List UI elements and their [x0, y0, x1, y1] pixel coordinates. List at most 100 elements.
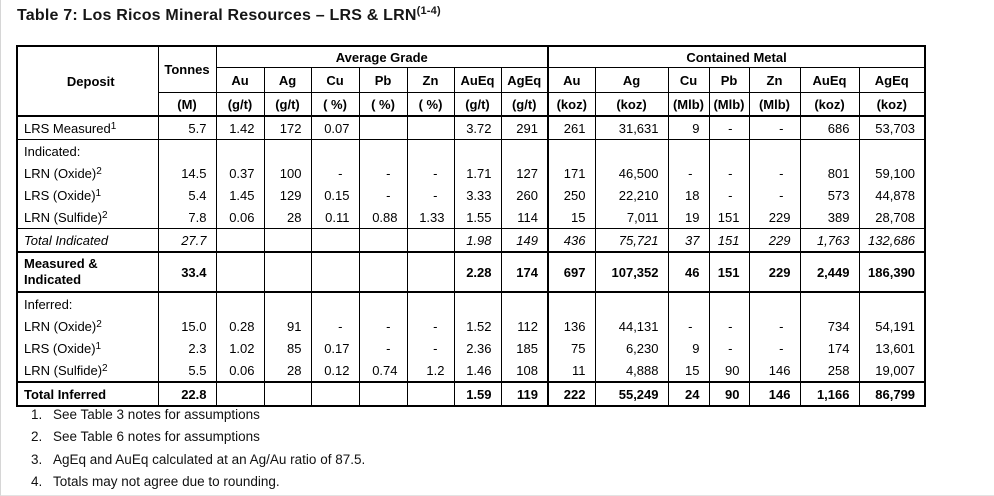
table-cell: 107,352: [594, 252, 669, 293]
table-cell: [799, 139, 860, 162]
table-cell: 100: [263, 162, 312, 184]
deposit-label: LRN (Oxide)2: [16, 315, 159, 337]
table-cell: 146: [748, 359, 801, 382]
table-cell: [406, 381, 455, 406]
col-unit-au-metal: (koz): [547, 92, 596, 117]
footnote-number: 1.: [31, 406, 43, 422]
table-cell: 1,763: [799, 228, 860, 253]
table-cell: -: [708, 162, 750, 184]
table-cell: [406, 228, 455, 253]
deposit-label: LRS (Oxide)1: [16, 337, 159, 359]
table-cell: [500, 292, 549, 315]
deposit-label: Total Inferred: [16, 381, 159, 406]
deposit-label: LRN (Oxide)2: [16, 162, 159, 184]
table-cell: 151: [708, 228, 750, 253]
table-cell: -: [748, 337, 801, 359]
table-cell: 0.06: [215, 359, 265, 382]
table-cell: [547, 139, 596, 162]
table-cell: -: [406, 337, 455, 359]
table-cell: [406, 292, 455, 315]
table-cell: [708, 292, 750, 315]
table-cell: 1,166: [799, 381, 860, 406]
table-cell: [358, 381, 408, 406]
table-cell: [157, 292, 217, 315]
table-cell: -: [708, 337, 750, 359]
table-cell: 260: [500, 184, 549, 206]
table-cell: 697: [547, 252, 596, 293]
table-cell: 1.55: [453, 206, 502, 229]
table-cell: -: [310, 162, 360, 184]
table-cell: 1.98: [453, 228, 502, 253]
table-cell: 171: [547, 162, 596, 184]
table-cell: 28: [263, 206, 312, 229]
table-cell: 44,878: [858, 184, 926, 206]
table-cell: 250: [547, 184, 596, 206]
table-cell: 24: [667, 381, 710, 406]
table-cell: 174: [500, 252, 549, 293]
table-cell: 22,210: [594, 184, 669, 206]
table-cell: 1.33: [406, 206, 455, 229]
table-cell: [594, 139, 669, 162]
table-cell: [799, 292, 860, 315]
col-unit-ag-grade: (g/t): [263, 92, 312, 117]
col-unit-ageq-grade: (g/t): [500, 92, 549, 117]
table-cell: 1.45: [215, 184, 265, 206]
page-title-footnote-marker: (1-4): [416, 5, 441, 17]
table-cell: [667, 292, 710, 315]
table-body: LRS Measured1 5.7 1.42 172 0.07 3.72 291 261 31,…: [16, 116, 926, 406]
table-row-measured-indicated: Measured & Indicated 33.4 2.28 174 697 107,35…: [16, 252, 926, 293]
table-cell: 5.7: [157, 116, 217, 140]
table-cell: 801: [799, 162, 860, 184]
table-cell: -: [358, 337, 408, 359]
table-cell: 13,601: [858, 337, 926, 359]
table-cell: 6,230: [594, 337, 669, 359]
footnote-number: 4.: [31, 474, 43, 490]
table-cell: [667, 139, 710, 162]
table-cell: -: [310, 315, 360, 337]
table-cell: 0.74: [358, 359, 408, 382]
table-row-total-indicated: Total Indicated 27.7 1.98 149 436 75,721 37 151…: [16, 228, 926, 253]
table-header: Deposit Tonnes Average Grade Contained M…: [16, 46, 926, 117]
table-row-inferred: Inferred:: [16, 292, 926, 315]
col-header-au-grade: Au: [215, 67, 265, 93]
table-cell: 291: [500, 116, 549, 140]
table-cell: [406, 252, 455, 293]
deposit-label: LRN (Sulfide)2: [16, 206, 159, 229]
table-cell: [358, 116, 408, 140]
table-cell: 11: [547, 359, 596, 382]
table-cell: 5.5: [157, 359, 217, 382]
table-cell: 1.52: [453, 315, 502, 337]
col-header-cu-metal: Cu: [667, 67, 710, 93]
table-cell: 0.17: [310, 337, 360, 359]
group-header-contained-metal: Contained Metal: [546, 46, 926, 68]
col-header-ag-grade: Ag: [263, 67, 312, 93]
table-cell: 46: [667, 252, 710, 293]
table-cell: 15.0: [157, 315, 217, 337]
table-cell: 55,249: [594, 381, 669, 406]
table-cell: [748, 292, 801, 315]
table-cell: 31,631: [594, 116, 669, 140]
table-cell: 44,131: [594, 315, 669, 337]
table-cell: 18: [667, 184, 710, 206]
page-title: Table 7: Los Ricos Mineral Resources – L…: [17, 5, 441, 25]
table-cell: [748, 139, 801, 162]
col-header-ageq-grade: AgEq: [500, 67, 549, 93]
table-cell: [215, 252, 265, 293]
table-cell: -: [748, 116, 801, 140]
table-cell: 573: [799, 184, 860, 206]
table-cell: 174: [799, 337, 860, 359]
table-cell: -: [406, 162, 455, 184]
col-header-ageq-metal: AgEq: [858, 67, 926, 93]
table-cell: 5.4: [157, 184, 217, 206]
col-header-cu-grade: Cu: [310, 67, 360, 93]
table-cell: [858, 139, 926, 162]
table-cell: [310, 139, 360, 162]
footnote-number: 2.: [31, 429, 43, 445]
col-header-aueq-grade: AuEq: [453, 67, 502, 93]
table-cell: 132,686: [858, 228, 926, 253]
col-header-zn-metal: Zn: [748, 67, 801, 93]
col-header-pb-metal: Pb: [708, 67, 750, 93]
table-cell: [215, 292, 265, 315]
footnote-marker: 1: [95, 340, 102, 352]
table-cell: 186,390: [858, 252, 926, 293]
